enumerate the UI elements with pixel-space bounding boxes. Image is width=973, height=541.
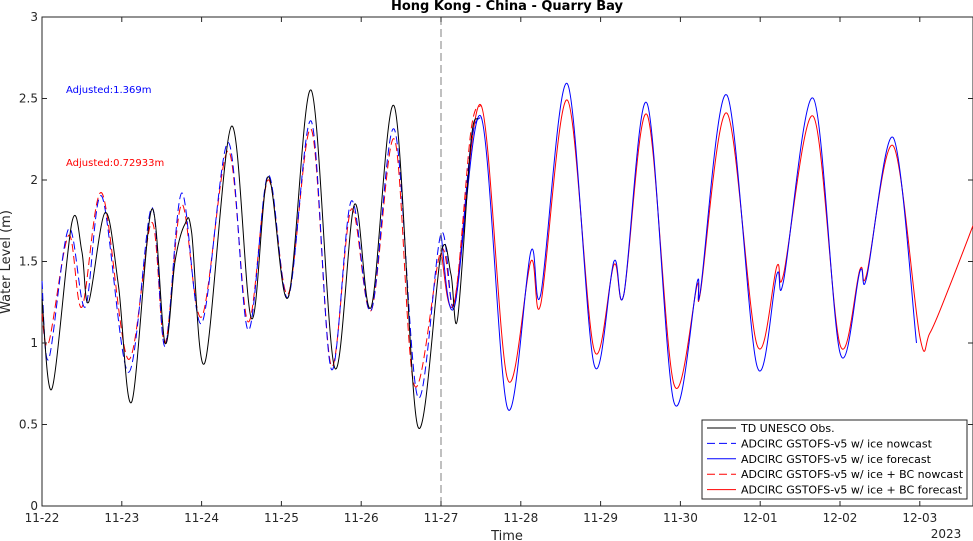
x-tick-label: 11-26: [344, 511, 379, 525]
x-tick-label: 12-03: [902, 511, 937, 525]
y-tick-label: 0: [30, 499, 38, 513]
legend: TD UNESCO Obs. ADCIRC GSTOFS-v5 w/ ice no…: [701, 419, 968, 500]
x-tick-label: 12-02: [823, 511, 858, 525]
x-tick-label: 11-28: [503, 511, 538, 525]
x-tick-label: 11-23: [104, 511, 139, 525]
x-year-label: 2023: [931, 527, 962, 541]
x-tick-label: 11-25: [264, 511, 299, 525]
y-tick-label: 2.5: [19, 92, 38, 106]
x-tick-label: 11-24: [184, 511, 219, 525]
x-tick-label: 12-01: [743, 511, 778, 525]
y-tick-label: 3: [30, 10, 38, 24]
legend-label: ADCIRC GSTOFS-v5 w/ ice forecast: [741, 453, 932, 466]
y-tick-label: 0.5: [19, 418, 38, 432]
annotation-adjusted-red: Adjusted:0.72933m: [66, 158, 164, 169]
y-tick-label: 1.5: [19, 255, 38, 269]
series-line-3: [41, 104, 482, 388]
series-line-2: [440, 83, 917, 411]
x-tick-label: 11-22: [25, 511, 60, 525]
series-line-4: [440, 99, 973, 389]
y-axis: 0 0.5 1 1.5 2 2.5 3: [19, 10, 973, 513]
y-tick-label: 1: [30, 336, 38, 350]
legend-label: ADCIRC GSTOFS-v5 w/ ice nowcast: [741, 437, 933, 450]
legend-label: ADCIRC GSTOFS-v5 w/ ice + BC nowcast: [741, 468, 964, 481]
legend-items: TD UNESCO Obs. ADCIRC GSTOFS-v5 w/ ice no…: [707, 422, 964, 497]
legend-label: ADCIRC GSTOFS-v5 w/ ice + BC forecast: [741, 484, 963, 497]
series-layer: [41, 83, 973, 429]
x-tick-label: 11-30: [663, 511, 698, 525]
legend-label: TD UNESCO Obs.: [740, 422, 835, 435]
y-axis-label: Water Level (m): [0, 210, 14, 314]
x-tick-label: 11-29: [583, 511, 618, 525]
series-line-0: [41, 89, 479, 429]
annotation-adjusted-blue: Adjusted:1.369m: [66, 85, 152, 96]
x-axis-label: Time: [490, 529, 523, 541]
x-tick-label: 11-27: [424, 511, 459, 525]
y-tick-label: 2: [30, 173, 38, 187]
legend-box: [701, 419, 968, 500]
chart-title: Hong Kong - China - Quarry Bay: [391, 0, 624, 14]
x-axis: 11-22 11-23 11-24 11-25 11-26 11-27 11-28 11-29…: [25, 17, 937, 525]
